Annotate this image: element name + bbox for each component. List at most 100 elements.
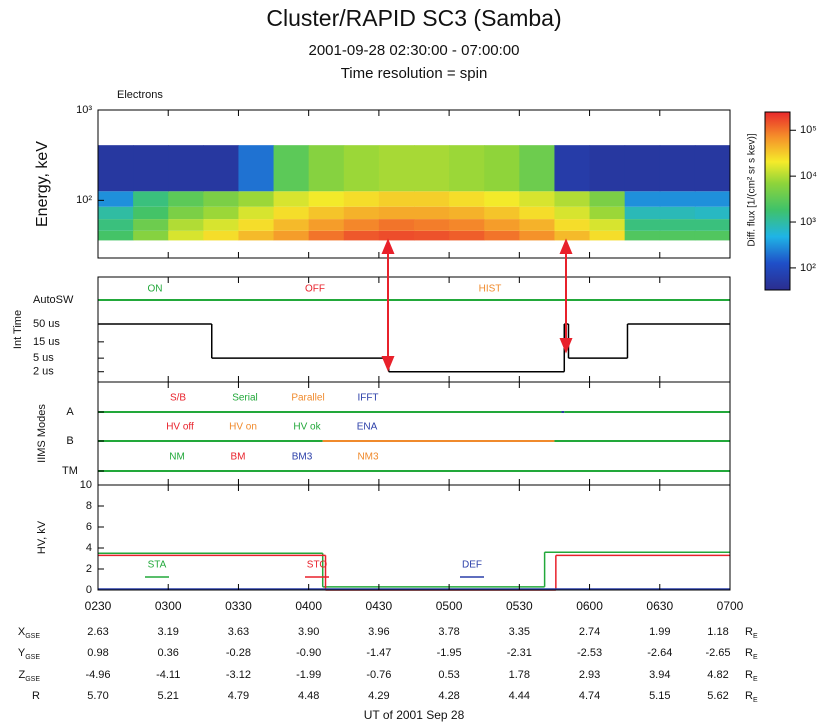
spectrogram-cell — [238, 206, 275, 220]
row-label: TM — [62, 465, 78, 477]
unit-main: R — [745, 669, 753, 681]
spectrogram-cell — [378, 191, 415, 207]
spectrogram-cell — [414, 206, 450, 220]
spectrogram-cell — [308, 191, 345, 207]
spectrogram-cell — [378, 206, 415, 220]
spectrogram-cell — [484, 230, 520, 241]
ephemeris-cell: 0.98 — [87, 647, 108, 659]
y-tick-label: 6 — [86, 521, 92, 533]
label-sub: GSE — [25, 633, 40, 640]
spectrogram-cell — [519, 191, 555, 207]
ephemeris-cell: 3.63 — [228, 626, 249, 638]
colorbar-tick-label: 10⁴ — [800, 170, 817, 182]
arrow-head — [381, 356, 395, 372]
spectrogram-cell — [554, 191, 591, 207]
x-tick-label: 0430 — [366, 599, 393, 613]
label-main: Z — [18, 669, 25, 681]
spectrogram-cell — [98, 230, 134, 241]
unit-main: R — [745, 690, 753, 702]
legend-label: STO — [307, 560, 328, 571]
ephemeris-cell: 5.62 — [707, 690, 728, 702]
spectrogram-cell — [624, 230, 661, 241]
y-tick-label: 10² — [76, 194, 92, 206]
ephemeris-cell: 0.36 — [158, 647, 179, 659]
spectrogram-cell — [659, 230, 696, 241]
ephemeris-cell: 4.44 — [509, 690, 530, 702]
spectrogram-cell — [343, 191, 380, 207]
spectrogram-cell — [519, 206, 555, 220]
ephemeris-cell: 3.19 — [158, 626, 179, 638]
y-axis-label: Int Time — [12, 310, 24, 349]
spectrogram-cell — [659, 206, 696, 220]
y-tick-label: 4 — [86, 542, 92, 554]
ephemeris-cell: -2.31 — [507, 647, 532, 659]
legend-label: DEF — [462, 560, 482, 571]
spectrogram-cell — [273, 145, 310, 192]
x-tick-label: 0300 — [155, 599, 182, 613]
row-label: YGSE — [18, 647, 40, 661]
spectrogram-cell — [378, 145, 415, 192]
unit-sub: E — [753, 697, 758, 704]
spectrogram-cell — [554, 230, 591, 241]
spectrogram-cell — [343, 206, 380, 220]
state-legend: IFFT — [357, 393, 378, 404]
spectrogram-cell — [98, 145, 134, 192]
arrow-head — [381, 238, 395, 254]
spectrogram-cell — [203, 219, 239, 231]
y-axis-label: HV, kV — [36, 520, 48, 554]
colorbar — [764, 111, 791, 291]
y-tick-label: 0 — [86, 584, 92, 596]
spectrogram-cell — [414, 191, 450, 207]
label-sub: GSE — [25, 676, 40, 683]
title: Cluster/RAPID SC3 (Samba) — [266, 5, 561, 31]
ephemeris-cell: -4.96 — [85, 669, 110, 681]
y-tick-label: 15 us — [33, 336, 60, 348]
spectrogram-cell — [168, 206, 204, 220]
row-label: B — [66, 435, 73, 447]
x-tick-label: 0700 — [717, 599, 744, 613]
colorbar-label: Diff. flux [1/(cm² sr s kev)] — [747, 133, 758, 246]
ephemeris-cell: 5.21 — [158, 690, 179, 702]
spectrogram-cell — [98, 206, 134, 220]
unit: RE — [745, 669, 758, 683]
state-legend: BM3 — [292, 452, 313, 463]
ephemeris-cell: -1.47 — [366, 647, 391, 659]
unit-sub: E — [753, 676, 758, 683]
spectrogram-cell — [168, 191, 204, 207]
ephemeris-cell: -4.11 — [156, 669, 180, 681]
legend-label: STA — [148, 560, 167, 571]
spectrogram-cell — [238, 230, 275, 241]
ephemeris-cell: 2.63 — [87, 626, 108, 638]
spectrogram-cell — [133, 206, 169, 220]
state-legend: OFF — [305, 284, 325, 295]
spectrogram-cell — [238, 145, 275, 192]
ephemeris-cell: 2.93 — [579, 669, 600, 681]
state-legend: HV ok — [293, 422, 321, 433]
spectrogram-cell — [273, 206, 310, 220]
spectrogram-cell — [273, 191, 310, 207]
ephemeris-cell: 1.18 — [707, 626, 728, 638]
spectrogram-cell — [203, 191, 239, 207]
state-legend: BM — [231, 452, 246, 463]
spectrogram-cell — [414, 230, 450, 241]
spectrogram-cell — [519, 219, 555, 231]
spectrogram-cell — [519, 230, 555, 241]
row-label: AutoSW — [33, 294, 74, 306]
arrow-head — [559, 238, 573, 254]
spectrogram-cell — [343, 219, 380, 231]
row-label: R — [32, 690, 40, 702]
arrow-head — [559, 338, 573, 354]
panel-frame — [97, 484, 731, 591]
spectrogram-cell — [308, 145, 345, 192]
spectrogram-cell — [203, 206, 239, 220]
annotation: Time resolution = spin — [341, 65, 488, 82]
state-legend: HIST — [479, 284, 502, 295]
spectrogram-cell — [449, 145, 485, 192]
colorbar-tick-label: 10³ — [800, 216, 816, 228]
x-tick-label: 0600 — [576, 599, 603, 613]
spectrogram-cell — [449, 191, 485, 207]
ephemeris-cell: 4.48 — [298, 690, 319, 702]
ephemeris-cell: -1.99 — [296, 669, 321, 681]
unit-sub: E — [753, 654, 758, 661]
